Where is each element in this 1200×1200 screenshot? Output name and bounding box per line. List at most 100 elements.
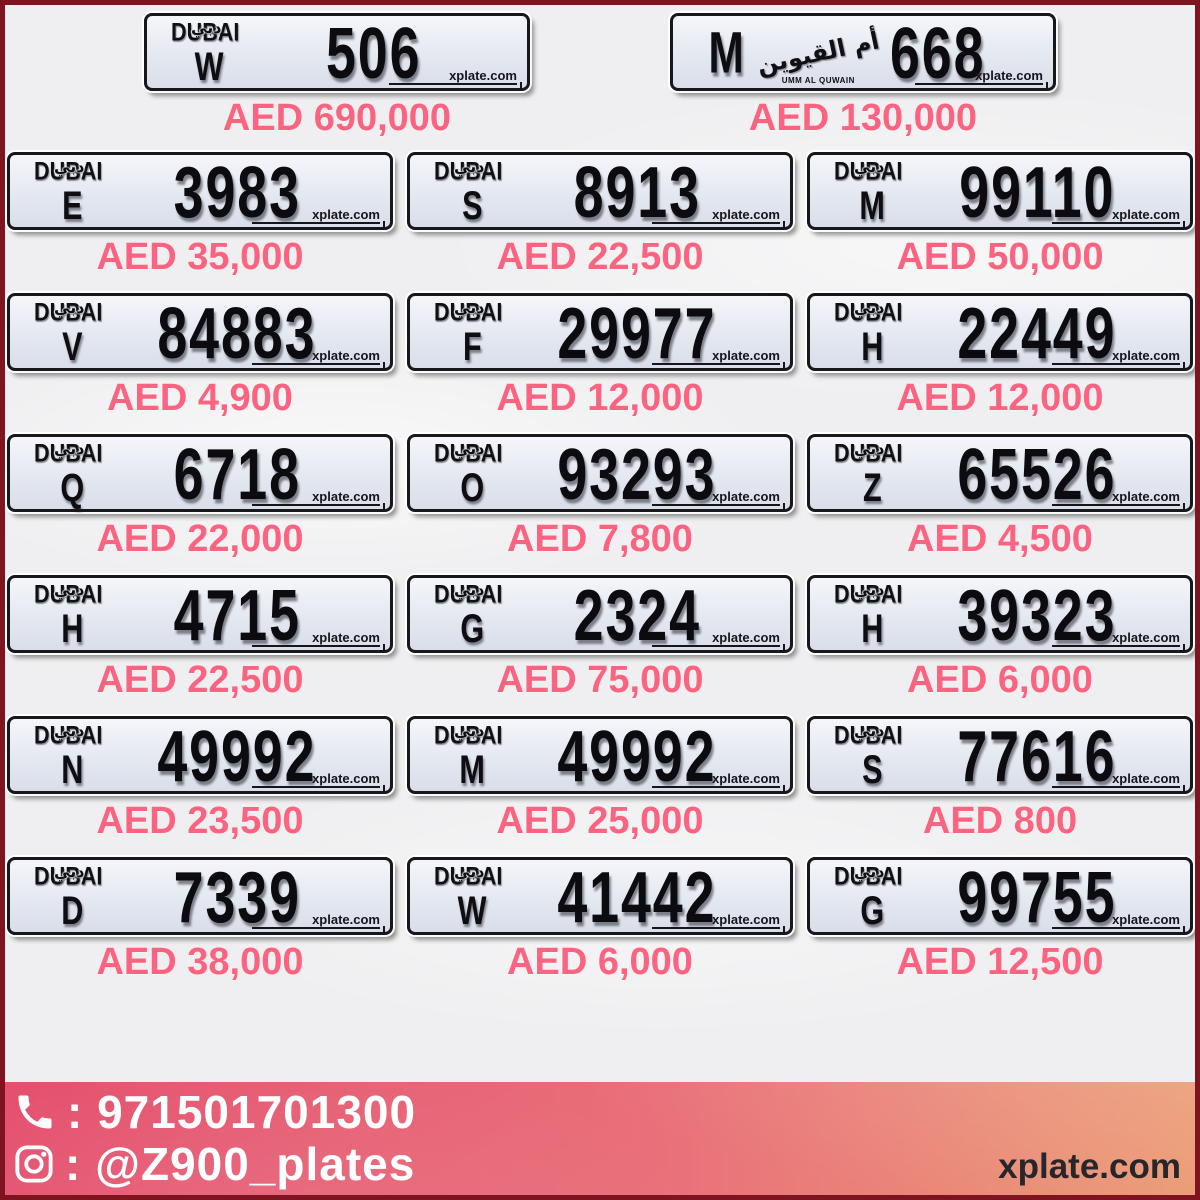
dubai-logo-text: DUBAI — [34, 862, 103, 891]
plate-number: 77616 — [957, 714, 1117, 796]
plate-watermark: xplate.com — [1052, 912, 1185, 933]
dubai-logo-arabic: دبي — [54, 721, 85, 740]
dubai-logo: DUBAI دبي — [834, 580, 910, 609]
footer-site-label: xplate.com — [998, 1147, 1181, 1186]
plate-number: 49992 — [157, 714, 317, 796]
plate-watermark: xplate.com — [652, 207, 785, 228]
plate-letter: H — [860, 324, 884, 370]
dubai-logo-arabic: دبي — [54, 298, 85, 317]
dubai-logo-arabic: دبي — [454, 862, 485, 881]
dubai-emirate-block: DUBAI دبي E — [26, 155, 118, 227]
dubai-logo: DUBAI دبي — [34, 580, 110, 609]
dubai-emirate-block: DUBAI دبي Z — [826, 437, 918, 509]
plate-number-area: 6718 — [118, 432, 356, 514]
plate-number-area: 93293 — [518, 432, 756, 514]
uaq-plate-letter: M — [708, 18, 744, 86]
plate-price: AED 800 — [922, 800, 1078, 842]
license-plate: DUBAI دبي E E دبي DUBAI 3983 xplate.com — [7, 150, 393, 232]
plate-price: AED 6,000 — [907, 659, 1093, 701]
plate-watermark: xplate.com — [1052, 207, 1185, 228]
plate-listing: DUBAI دبي Z Z دبي DUBAI 65526 xplate.com… — [807, 432, 1193, 561]
plate-letter: D — [60, 888, 84, 934]
plate-price: AED 130,000 — [748, 97, 978, 139]
license-plate: DUBAI دبي H H دبي DUBAI 4715 xplate.com — [7, 573, 393, 655]
license-plate: DUBAI دبي Z Z دبي DUBAI 65526 xplate.com — [807, 432, 1193, 514]
featured-plates-row: DUBAI دبي W W دبي DUBAI 506 xplate.com A… — [5, 5, 1195, 140]
plate-letter: W — [194, 44, 224, 90]
plate-listing: DUBAI دبي D D دبي DUBAI 7339 xplate.com … — [7, 855, 393, 984]
dubai-logo-arabic: دبي — [854, 439, 885, 458]
plate-number-area: 22449 — [918, 291, 1156, 373]
dubai-logo-arabic: دبي — [54, 580, 85, 599]
license-plate: DUBAI دبي M M دبي DUBAI 99110 xplate.com — [807, 150, 1193, 232]
dubai-emirate-block: DUBAI دبي G — [426, 578, 518, 650]
plate-grid: DUBAI دبي E E دبي DUBAI 3983 xplate.com … — [5, 150, 1195, 984]
dubai-logo: DUBAI دبي — [34, 157, 110, 186]
plate-price: AED 7,800 — [507, 518, 693, 560]
dubai-logo: DUBAI دبي — [434, 439, 510, 468]
plate-watermark: xplate.com — [915, 68, 1048, 89]
dubai-logo-arabic: دبي — [854, 580, 885, 599]
dubai-logo-arabic: دبي — [454, 580, 485, 599]
plate-listing: DUBAI دبي F F دبي DUBAI 29977 xplate.com… — [407, 291, 793, 420]
plate-listing: DUBAI دبي N N دبي DUBAI 49992 xplate.com… — [7, 714, 393, 843]
plate-number-area: 84883 — [118, 291, 356, 373]
dubai-logo-text: DUBAI — [171, 18, 240, 47]
dubai-logo: DUBAI دبي — [434, 157, 510, 186]
dubai-emirate-block: DUBAI دبي G — [826, 860, 918, 932]
dubai-logo-text: DUBAI — [434, 298, 503, 327]
instagram-handle: : @Z900_plates — [65, 1138, 416, 1190]
uaq-caption: UMM AL QUWAIN — [781, 76, 855, 85]
license-plate: DUBAI دبي D D دبي DUBAI 7339 xplate.com — [7, 855, 393, 937]
dubai-emirate-block: DUBAI دبي H — [826, 578, 918, 650]
plate-number-area: 39323 — [918, 573, 1156, 655]
plate-listing: DUBAI دبي M M دبي DUBAI 99110 xplate.com… — [807, 150, 1193, 279]
plate-number: 99755 — [957, 855, 1117, 937]
dubai-emirate-block: DUBAI دبي H — [826, 296, 918, 368]
dubai-logo-arabic: دبي — [54, 157, 85, 176]
plate-listing: DUBAI دبي W W دبي DUBAI 506 xplate.com A… — [144, 11, 530, 140]
plate-listing: DUBAI أم القيوين M M أم القيوين UMM AL Q… — [670, 11, 1056, 140]
plate-listing: DUBAI دبي W W دبي DUBAI 41442 xplate.com… — [407, 855, 793, 984]
plate-letter: M — [459, 747, 485, 793]
dubai-logo-text: DUBAI — [834, 580, 903, 609]
plate-letter: O — [460, 465, 484, 511]
dubai-logo: DUBAI دبي — [434, 298, 510, 327]
plate-number-area: 7339 — [118, 855, 356, 937]
plate-listing: DUBAI دبي O O دبي DUBAI 93293 xplate.com… — [407, 432, 793, 561]
dubai-emirate-block: DUBAI دبي W — [163, 16, 255, 88]
dubai-logo-arabic: دبي — [854, 157, 885, 176]
plate-number: 84883 — [157, 291, 317, 373]
plate-number: 6718 — [173, 432, 301, 514]
plate-letter: F — [462, 324, 482, 370]
plate-price: AED 690,000 — [222, 97, 452, 139]
dubai-logo-arabic: دبي — [854, 298, 885, 317]
plate-number: 2324 — [573, 573, 701, 655]
license-plate: DUBAI أم القيوين M M أم القيوين UMM AL Q… — [670, 11, 1056, 93]
dubai-emirate-block: DUBAI دبي W — [426, 860, 518, 932]
plate-number-area: 668 — [857, 11, 1019, 93]
plate-listing: DUBAI دبي H H دبي DUBAI 22449 xplate.com… — [807, 291, 1193, 420]
phone-contact: : 971501701300 — [13, 1086, 416, 1138]
dubai-logo-arabic: دبي — [454, 439, 485, 458]
dubai-logo: DUBAI دبي — [34, 439, 110, 468]
plate-number: 22449 — [957, 291, 1117, 373]
dubai-logo-text: DUBAI — [34, 580, 103, 609]
instagram-icon — [15, 1145, 53, 1183]
dubai-logo-text: DUBAI — [34, 721, 103, 750]
plate-number: 65526 — [957, 432, 1117, 514]
plate-watermark: xplate.com — [252, 207, 385, 228]
plate-watermark: xplate.com — [652, 630, 785, 651]
plate-letter: N — [60, 747, 84, 793]
license-plate: DUBAI دبي G G دبي DUBAI 2324 xplate.com — [407, 573, 793, 655]
plate-number: 29977 — [557, 291, 717, 373]
plate-letter: H — [860, 606, 884, 652]
dubai-logo-text: DUBAI — [434, 862, 503, 891]
plate-listing: DUBAI دبي E E دبي DUBAI 3983 xplate.com … — [7, 150, 393, 279]
plate-number: 41442 — [557, 855, 717, 937]
license-plate: DUBAI دبي W W دبي DUBAI 506 xplate.com — [144, 11, 530, 93]
plate-price: AED 50,000 — [896, 236, 1104, 278]
dubai-emirate-block: DUBAI دبي N — [26, 719, 118, 791]
plate-watermark: xplate.com — [252, 630, 385, 651]
plate-letter: S — [861, 747, 883, 793]
